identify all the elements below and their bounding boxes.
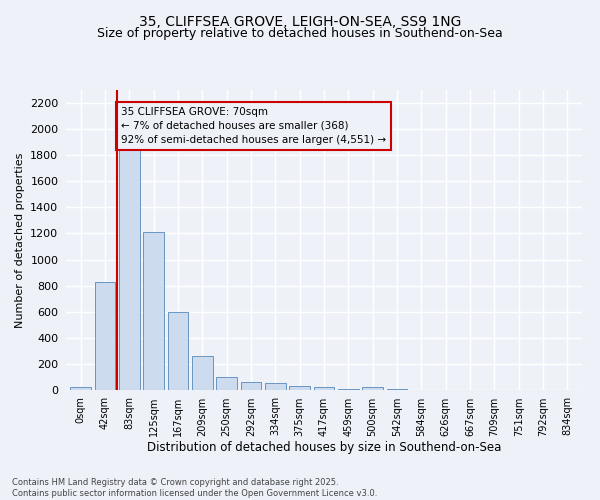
- Bar: [362, 388, 383, 390]
- Text: 35 CLIFFSEA GROVE: 70sqm
← 7% of detached houses are smaller (368)
92% of semi-d: 35 CLIFFSEA GROVE: 70sqm ← 7% of detache…: [121, 107, 386, 145]
- Text: Size of property relative to detached houses in Southend-on-Sea: Size of property relative to detached ho…: [97, 28, 503, 40]
- Bar: [167, 312, 188, 390]
- Bar: [314, 388, 334, 390]
- Text: 35, CLIFFSEA GROVE, LEIGH-ON-SEA, SS9 1NG: 35, CLIFFSEA GROVE, LEIGH-ON-SEA, SS9 1N…: [139, 15, 461, 29]
- Bar: [119, 150, 140, 390]
- Bar: [289, 386, 310, 390]
- Bar: [95, 282, 115, 390]
- Bar: [265, 384, 286, 390]
- Bar: [216, 377, 237, 390]
- Bar: [192, 356, 212, 390]
- Bar: [143, 232, 164, 390]
- Bar: [70, 388, 91, 390]
- X-axis label: Distribution of detached houses by size in Southend-on-Sea: Distribution of detached houses by size …: [147, 441, 501, 454]
- Y-axis label: Number of detached properties: Number of detached properties: [14, 152, 25, 328]
- Text: Contains HM Land Registry data © Crown copyright and database right 2025.
Contai: Contains HM Land Registry data © Crown c…: [12, 478, 377, 498]
- Bar: [241, 382, 262, 390]
